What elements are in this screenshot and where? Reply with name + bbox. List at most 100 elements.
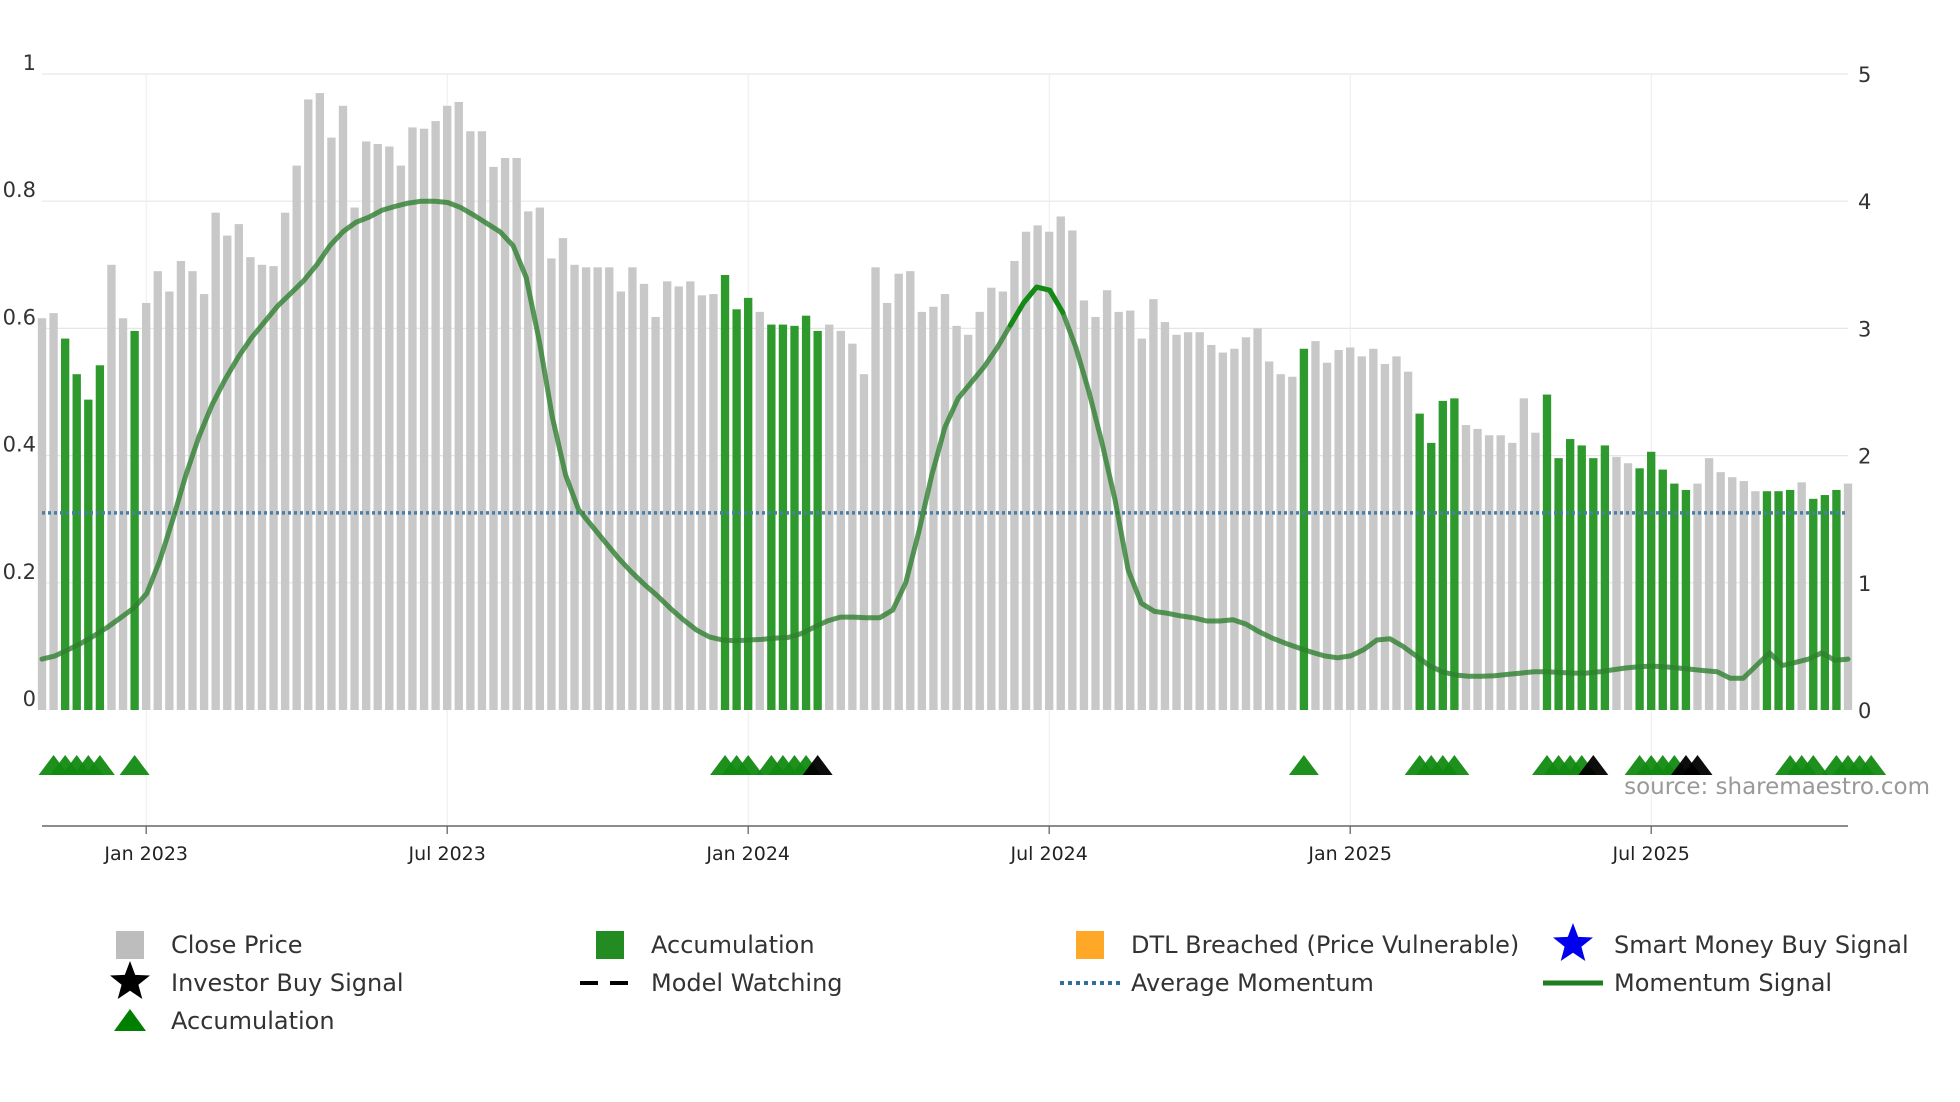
investor-buy-marker (1578, 755, 1609, 775)
close-price-bar (1369, 348, 1378, 710)
close-price-bar (1230, 348, 1239, 710)
close-price-bar (1508, 442, 1517, 710)
legend-item: Momentum Signal (1543, 969, 1832, 997)
close-price-bar (1207, 344, 1216, 710)
accumulation-bar (1635, 468, 1644, 710)
close-price-bar (1797, 482, 1806, 710)
right-tick-label: 2 (1858, 445, 1871, 469)
accumulation-bar (72, 374, 81, 710)
accumulation-bar (1565, 439, 1575, 710)
close-price-bar (327, 137, 336, 711)
accumulation-bar (1589, 458, 1598, 710)
accumulation-bar (1832, 489, 1841, 710)
x-tick-label: Jul 2023 (408, 843, 486, 865)
close-price-bar (246, 257, 255, 710)
close-price-bar (952, 325, 961, 710)
close-price-bar (500, 157, 510, 710)
accumulation-bar (1681, 489, 1691, 710)
momentum-peak-segment (1007, 284, 1066, 328)
close-price-bar (975, 311, 984, 710)
legend-label: DTL Breached (Price Vulnerable) (1131, 931, 1519, 959)
accumulation-bar (813, 330, 822, 710)
close-price-bar (419, 128, 429, 710)
close-price-bar (1716, 472, 1725, 710)
accumulation-marker (1288, 755, 1319, 775)
source-label: source: sharemaestro.com (1624, 774, 1930, 800)
legend-swatch (1076, 931, 1104, 959)
legend-item: DTL Breached (Price Vulnerable) (1076, 931, 1519, 959)
accumulation-marker (119, 755, 150, 775)
accumulation-marker (1856, 755, 1887, 775)
close-price-bar (269, 266, 278, 710)
close-price-bar (1334, 350, 1343, 710)
close-price-bar (674, 286, 683, 710)
left-tick-label: 0.6 (3, 305, 36, 329)
close-price-bar (1288, 376, 1297, 710)
close-price-bar (1357, 356, 1366, 710)
close-price-bar (662, 281, 672, 710)
legend-label: Average Momentum (1131, 969, 1374, 997)
close-price-bar (1276, 374, 1285, 710)
close-price-bar (581, 267, 591, 710)
accumulation-marker (1798, 755, 1829, 775)
close-price-bar (1172, 334, 1181, 710)
legend-star-icon (110, 961, 150, 999)
close-price-bar (165, 291, 174, 710)
accumulation-bar (1762, 491, 1772, 710)
legend-item: Model Watching (580, 969, 843, 997)
close-price-bar (547, 258, 556, 710)
x-tick-label: Jul 2025 (1612, 843, 1690, 865)
close-price-bar (882, 302, 892, 710)
accumulation-bar (84, 399, 93, 710)
legend-label: Close Price (171, 931, 303, 959)
accumulation-marker (733, 755, 764, 775)
close-price-bar (1264, 361, 1274, 710)
accumulation-bar (778, 324, 788, 710)
close-price-bar (350, 207, 359, 710)
accumulation-marker (1439, 755, 1470, 775)
legend-item: Investor Buy Signal (110, 961, 404, 999)
legend-item: Accumulation (596, 931, 815, 959)
close-price-bar (466, 131, 475, 711)
x-axis: Jan 2023 Jul 2023 Jan 2024 Jul 2024 Jan 2025… (42, 825, 1848, 865)
investor-buy-marker (802, 755, 833, 775)
accumulation-bar (1450, 398, 1459, 710)
close-price-bar (825, 324, 834, 710)
close-price-bar (396, 165, 406, 710)
close-price-bar (998, 291, 1008, 710)
x-tick-label: Jan 2024 (705, 843, 790, 865)
left-axis-ticks: 0 0.2 0.4 0.6 0.8 1 (3, 51, 36, 711)
close-price-bar (512, 157, 521, 710)
accumulation-marker (84, 755, 115, 775)
close-price-bar (1461, 425, 1471, 710)
close-price-bar (1033, 225, 1042, 710)
close-price-bar (1728, 477, 1737, 710)
close-price-bar (408, 127, 417, 711)
accumulation-bar (1554, 458, 1563, 710)
close-price-bar (223, 235, 232, 711)
close-price-bar (686, 281, 695, 710)
accumulation-bar (767, 324, 776, 710)
close-price-bar (315, 93, 325, 710)
right-tick-label: 5 (1858, 63, 1871, 87)
close-price-bar (385, 146, 394, 710)
close-price-bar (142, 302, 151, 710)
close-price-bar (1126, 310, 1135, 710)
close-price-bar (1183, 332, 1193, 710)
price-bars (37, 93, 1853, 711)
right-tick-label: 0 (1858, 699, 1871, 723)
legend: Close Price Accumulation DTL Breached (Pri… (110, 923, 1909, 1035)
close-price-bar (1021, 231, 1031, 711)
accumulation-bar (1785, 489, 1795, 710)
close-price-bar (697, 295, 707, 710)
right-tick-label: 3 (1858, 317, 1871, 341)
close-price-bar (963, 334, 973, 710)
left-tick-label: 1 (23, 51, 36, 75)
close-price-bar (524, 211, 533, 710)
close-price-bar (153, 271, 162, 710)
accumulation-bar (1415, 413, 1424, 710)
close-price-bar (118, 318, 128, 710)
close-price-bar (859, 374, 869, 710)
close-price-bar (535, 207, 544, 710)
